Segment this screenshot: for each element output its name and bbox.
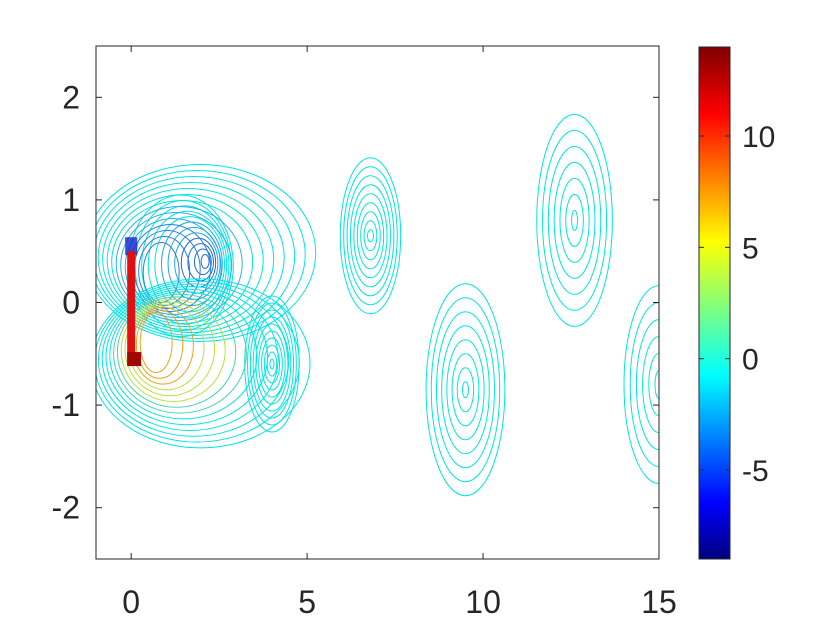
near-vortex-contour [147, 210, 228, 319]
upper-shear-contour [96, 176, 296, 336]
plate-high-vorticity [125, 237, 142, 367]
lower-shear-contour [96, 280, 300, 443]
vortex-contour [654, 370, 659, 400]
lower-shear-contour [109, 291, 258, 420]
lower-shear-contour [116, 296, 237, 408]
plate-tip [127, 352, 142, 367]
lower-shear-contour [105, 288, 269, 426]
upper-shear-contour [111, 200, 254, 324]
vortex-contour [263, 344, 281, 384]
vortex-contour [553, 161, 596, 279]
upper-shear-contour [106, 194, 264, 327]
vortex-contour [451, 353, 480, 427]
upper-shear-contour [96, 164, 317, 342]
lower-shear-contour [135, 309, 184, 379]
x-tick-label: 10 [465, 584, 501, 620]
lower-shear-contour [101, 286, 279, 431]
contour-lines [96, 113, 659, 497]
vortex-contour [363, 220, 378, 252]
upper-shear-contour [115, 206, 243, 321]
y-tick-label: 2 [62, 79, 80, 115]
y-tick-label: 1 [62, 182, 80, 218]
near-vortex-contour [200, 253, 210, 269]
lower-shear-contour [120, 299, 226, 402]
vortex-contour [247, 302, 297, 426]
vortex-contour [366, 229, 374, 243]
plate-top-negative [125, 237, 138, 256]
vortex-contour [353, 193, 388, 279]
vortex-contour [536, 113, 613, 327]
plate-body [127, 251, 136, 365]
near-vortex-contour [193, 248, 212, 276]
vortex-contour [249, 309, 295, 419]
vortex-contour [542, 129, 608, 311]
axes: 0 5 10 15 -2 -1 0 1 2 [52, 46, 677, 620]
vortex-contour [349, 184, 391, 288]
y-tick-label: 0 [62, 285, 80, 321]
vortex-contour [356, 202, 385, 270]
vortex-contour [441, 325, 490, 455]
vortex-contour [571, 209, 579, 231]
vortex-contour [559, 177, 590, 263]
upper-shear-contour [124, 218, 222, 315]
lower-shear-contour [113, 293, 247, 414]
lower-shear-contour [97, 283, 290, 437]
vortex-contour [435, 311, 495, 469]
colorbar-tick-label: 5 [742, 232, 759, 265]
upper-shear-contour [96, 170, 306, 339]
vortex-contour [635, 319, 659, 451]
vortex-contour [360, 211, 381, 261]
vortex-contour [261, 337, 283, 391]
vortex-contour [623, 285, 659, 485]
x-tick-label: 5 [298, 584, 316, 620]
upper-shear-contour [120, 212, 233, 318]
y-tick-label: -1 [52, 387, 80, 423]
vortex-contour [446, 339, 485, 441]
vortex-contour [346, 175, 395, 297]
near-vortex-contour [141, 205, 230, 325]
vortex-contour [430, 297, 501, 483]
colorbar-tick-label: 0 [742, 344, 759, 377]
x-tick-label: 15 [641, 584, 677, 620]
colorbar-tick-label: -5 [742, 455, 769, 488]
lower-shear-contour [139, 312, 173, 373]
vortex-contour [269, 358, 275, 370]
vortex-contour [343, 166, 398, 306]
colorbar-ticks: -5 0 5 10 [699, 121, 775, 488]
vortex-contour [425, 283, 506, 497]
lower-shear-contour [96, 278, 311, 449]
colorbar-tick-label: 10 [742, 121, 775, 154]
vortex-contour [629, 302, 659, 468]
colorbar [698, 46, 731, 560]
vortex-contour [461, 381, 469, 399]
vortex-contour [565, 193, 584, 247]
near-vortex-contour [174, 232, 219, 294]
vortex-contour [456, 367, 475, 413]
upper-shear-contour [138, 236, 191, 306]
vortex-contour [547, 145, 602, 295]
y-tick-label: -2 [52, 490, 80, 526]
x-tick-label: 0 [122, 584, 140, 620]
lower-shear-contour [124, 301, 216, 397]
vortex-contour [339, 157, 402, 315]
upper-shear-contour [102, 188, 275, 330]
